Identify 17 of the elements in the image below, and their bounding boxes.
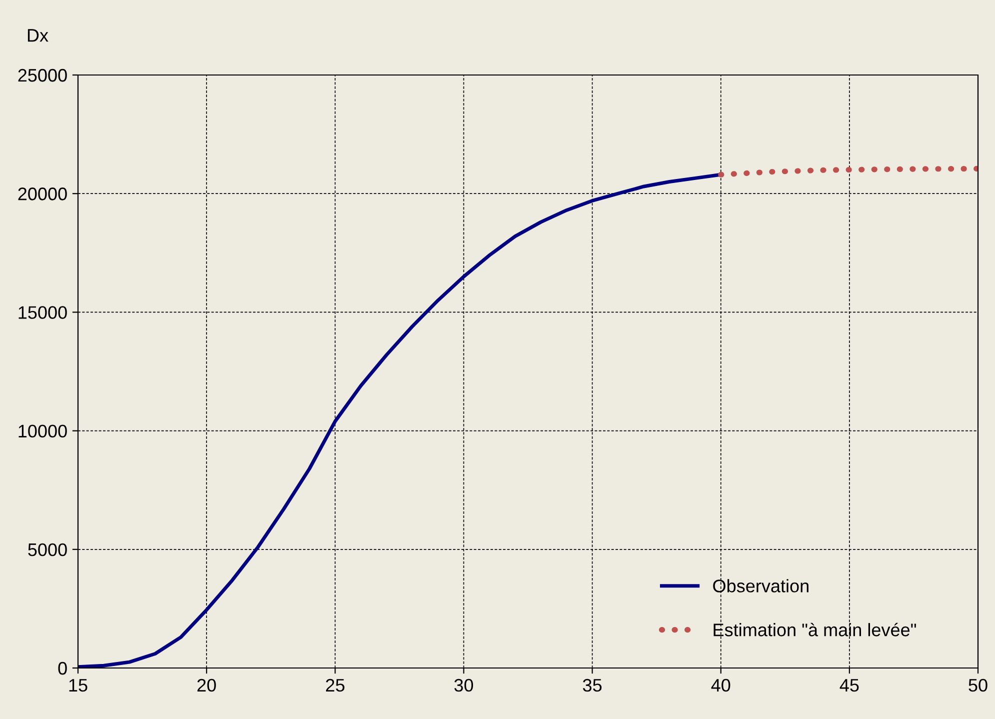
y-tick-label: 15000 (18, 306, 67, 319)
y-tick-label: 10000 (18, 424, 67, 438)
legend-label: Observation (713, 579, 808, 592)
x-tick-label: 15 (69, 679, 88, 692)
x-tick-label: 40 (711, 678, 730, 692)
y-tick-label: 25000 (18, 68, 67, 82)
y-axis-title: Dx (28, 29, 48, 42)
x-tick-label: 20 (197, 678, 216, 692)
x-tick-label: 50 (968, 678, 988, 692)
y-tick-label: 20000 (18, 188, 67, 200)
x-tick-label: 25 (326, 678, 344, 692)
y-tick-label: 0 (58, 662, 67, 675)
legend-label: Estimation "à main levée" (714, 622, 916, 636)
x-tick-label: 45 (840, 679, 859, 692)
x-tick-label: 35 (582, 678, 602, 692)
y-tick-label: 5000 (28, 543, 67, 556)
x-tick-label: 30 (454, 678, 474, 692)
